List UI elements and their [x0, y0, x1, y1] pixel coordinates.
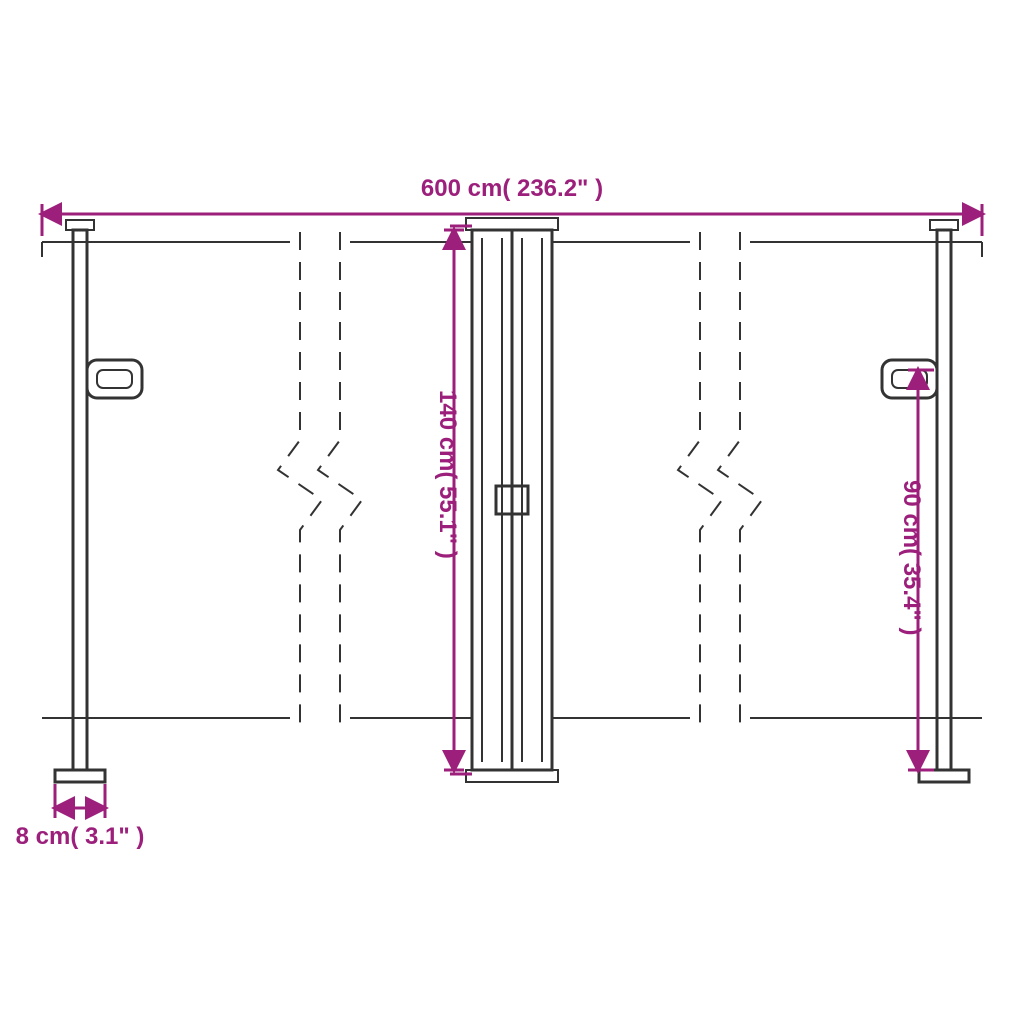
right-height-label: 90 cm( 35.4" )	[898, 480, 925, 635]
foot-width-label: 8 cm( 3.1" )	[16, 823, 145, 850]
product-outline	[42, 218, 982, 782]
dimension-labels: 600 cm( 236.2" ) 140 cm( 55.1" ) 90 cm( 35…	[16, 175, 925, 850]
height-label: 140 cm( 55.1" )	[434, 390, 461, 559]
width-label: 600 cm( 236.2" )	[421, 175, 603, 202]
dimension-diagram: 600 cm( 236.2" ) 140 cm( 55.1" ) 90 cm( 35…	[0, 0, 1024, 1024]
